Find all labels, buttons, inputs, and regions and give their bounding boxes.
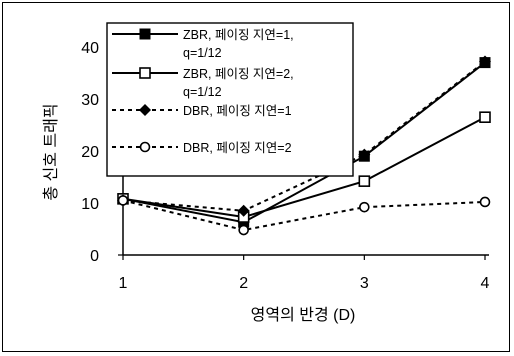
legend-entry: DBR, 페이징 지연=2 (112, 141, 292, 155)
x-tick-label: 4 (481, 275, 490, 292)
legend-entry: ZBR, 페이징 지연=2, q=1/12 (112, 67, 294, 99)
legend-entry: ZBR, 페이징 지연=1, q=1/12 (112, 28, 294, 60)
x-tick-label: 3 (360, 275, 369, 292)
legend-label: DBR, 페이징 지연=1 (183, 104, 292, 118)
y-tick-label: 30 (81, 92, 99, 109)
x-tick-label: 1 (119, 275, 128, 292)
legend-entry: DBR, 페이징 지연=1 (112, 104, 292, 118)
series-line (122, 60, 486, 212)
y-tick-label: 20 (81, 144, 99, 161)
legend-label-line2: q=1/12 (183, 46, 222, 60)
legend-marker (139, 104, 151, 116)
series-4 (117, 195, 491, 236)
data-point (117, 195, 129, 206)
data-point (237, 204, 250, 217)
x-axis-label: 영역의 반경 (D) (251, 306, 356, 324)
y-tick-label: 10 (81, 196, 99, 213)
data-point (359, 201, 370, 213)
data-point (358, 148, 371, 161)
legend-marker (139, 141, 151, 153)
y-tick-label: 40 (81, 40, 99, 57)
data-point (479, 111, 491, 123)
y-tick-label: 0 (90, 248, 99, 265)
series-line (122, 116, 486, 219)
chart-frame (2, 2, 510, 352)
legend-label: ZBR, 페이징 지연=1, (183, 28, 294, 42)
legend-marker (139, 28, 151, 40)
data-point (358, 175, 371, 187)
legend: ZBR, 페이징 지연=1, q=1/12 ZBR, 페이징 지연=2, q=1/12… (106, 22, 354, 177)
series-line (122, 61, 486, 224)
axes: 0 10 20 30 40 1 2 3 4 (81, 39, 490, 292)
series-line (122, 199, 486, 232)
data-point (238, 224, 249, 236)
x-tick-label: 2 (239, 275, 248, 292)
legend-label: ZBR, 페이징 지연=2, (183, 67, 294, 81)
data-point (479, 196, 491, 208)
legend-marker (139, 67, 151, 79)
y-axis-label: 총 신호 트래픽 (42, 103, 60, 200)
data-point (479, 55, 491, 68)
legend-label-line2: q=1/12 (183, 85, 222, 99)
series-layer (117, 55, 491, 236)
legend-label: DBR, 페이징 지연=2 (183, 141, 292, 155)
